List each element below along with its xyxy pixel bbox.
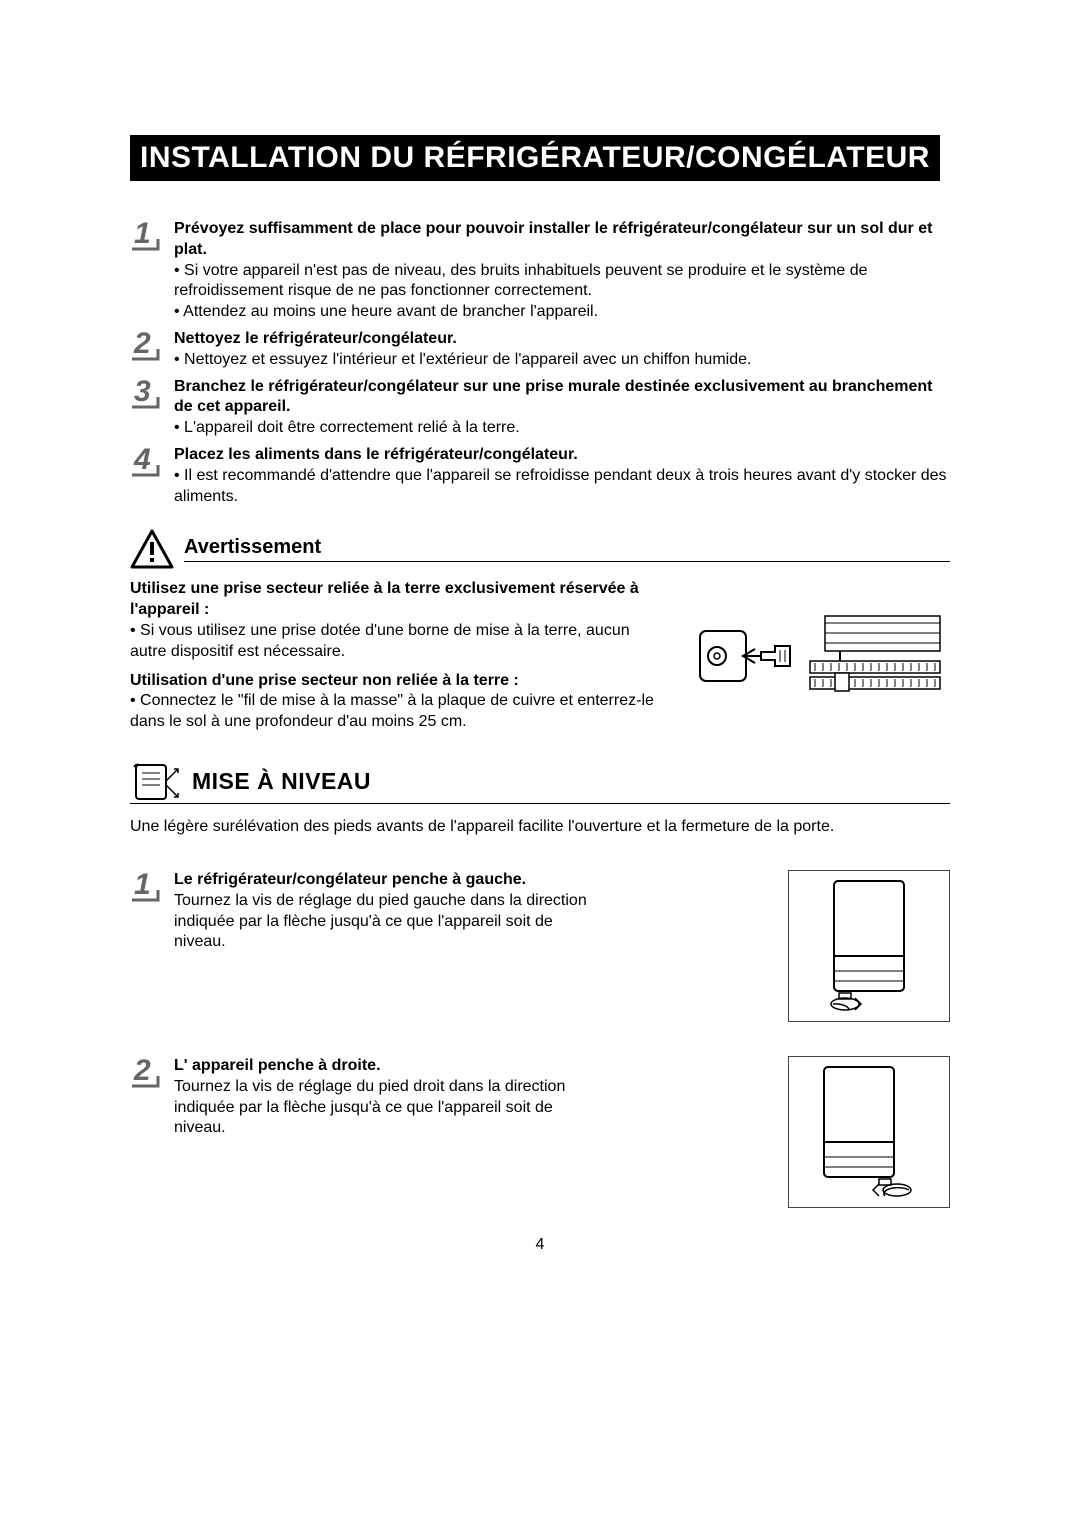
fridge-left-illustration: [788, 870, 950, 1022]
leveling-step-2: 2 L' appareil penche à droite. Tournez l…: [130, 1056, 950, 1208]
step-heading: Prévoyez suffisamment de place pour pouv…: [174, 219, 950, 261]
step-heading: Le réfrigérateur/congélateur penche à ga…: [174, 870, 594, 891]
step-bullet: Attendez au moins une heure avant de bra…: [174, 302, 950, 323]
page-number: 4: [130, 1236, 950, 1254]
warning-subhead: Utilisez une prise secteur reliée à la t…: [130, 579, 670, 621]
step-3: 3 Branchez le réfrigérateur/congélateur …: [130, 377, 950, 439]
leveling-intro: Une légère surélévation des pieds avants…: [130, 818, 950, 836]
warning-subhead: Utilisation d'une prise secteur non reli…: [130, 671, 670, 692]
warning-bullet: Si vous utilisez une prise dotée d'une b…: [130, 621, 670, 663]
step-number-icon: 1: [130, 872, 162, 904]
step-number-icon: 1: [130, 221, 162, 253]
leveling-step-1: 1 Le réfrigérateur/congélateur penche à …: [130, 870, 950, 1022]
page-title: INSTALLATION DU RÉFRIGÉRATEUR/CONGÉLATEU…: [130, 135, 940, 181]
plug-illustration: [690, 579, 950, 733]
step-heading: Placez les aliments dans le réfrigérateu…: [174, 445, 950, 466]
installation-steps: 1 Prévoyez suffisamment de place pour po…: [130, 219, 950, 507]
step-number-icon: 3: [130, 379, 162, 411]
step-bullet: L'appareil doit être correctement relié …: [174, 418, 950, 439]
leveling-header: MISE À NIVEAU: [130, 761, 950, 804]
warning-icon: [130, 529, 174, 569]
step-number-icon: 2: [130, 331, 162, 363]
step-number-icon: 2: [130, 1058, 162, 1090]
step-text: Tournez la vis de réglage du pied gauche…: [174, 891, 594, 953]
step-text: Tournez la vis de réglage du pied droit …: [174, 1077, 594, 1139]
step-bullet: Nettoyez et essuyez l'intérieur et l'ext…: [174, 350, 950, 371]
step-bullet: Si votre appareil n'est pas de niveau, d…: [174, 261, 950, 303]
leveling-icon: [130, 761, 182, 803]
step-1: 1 Prévoyez suffisamment de place pour po…: [130, 219, 950, 323]
leveling-title: MISE À NIVEAU: [192, 768, 371, 795]
warning-header: Avertissement: [130, 529, 950, 569]
warning-title: Avertissement: [184, 536, 950, 562]
step-heading: L' appareil penche à droite.: [174, 1056, 594, 1077]
warning-bullet: Connectez le "fil de mise à la masse" à …: [130, 691, 670, 733]
step-number-icon: 4: [130, 447, 162, 479]
step-4: 4 Placez les aliments dans le réfrigérat…: [130, 445, 950, 507]
step-heading: Branchez le réfrigérateur/congélateur su…: [174, 377, 950, 419]
step-bullet: Il est recommandé d'attendre que l'appar…: [174, 466, 950, 508]
step-2: 2 Nettoyez le réfrigérateur/congélateur.…: [130, 329, 950, 371]
step-heading: Nettoyez le réfrigérateur/congélateur.: [174, 329, 950, 350]
fridge-right-illustration: [788, 1056, 950, 1208]
